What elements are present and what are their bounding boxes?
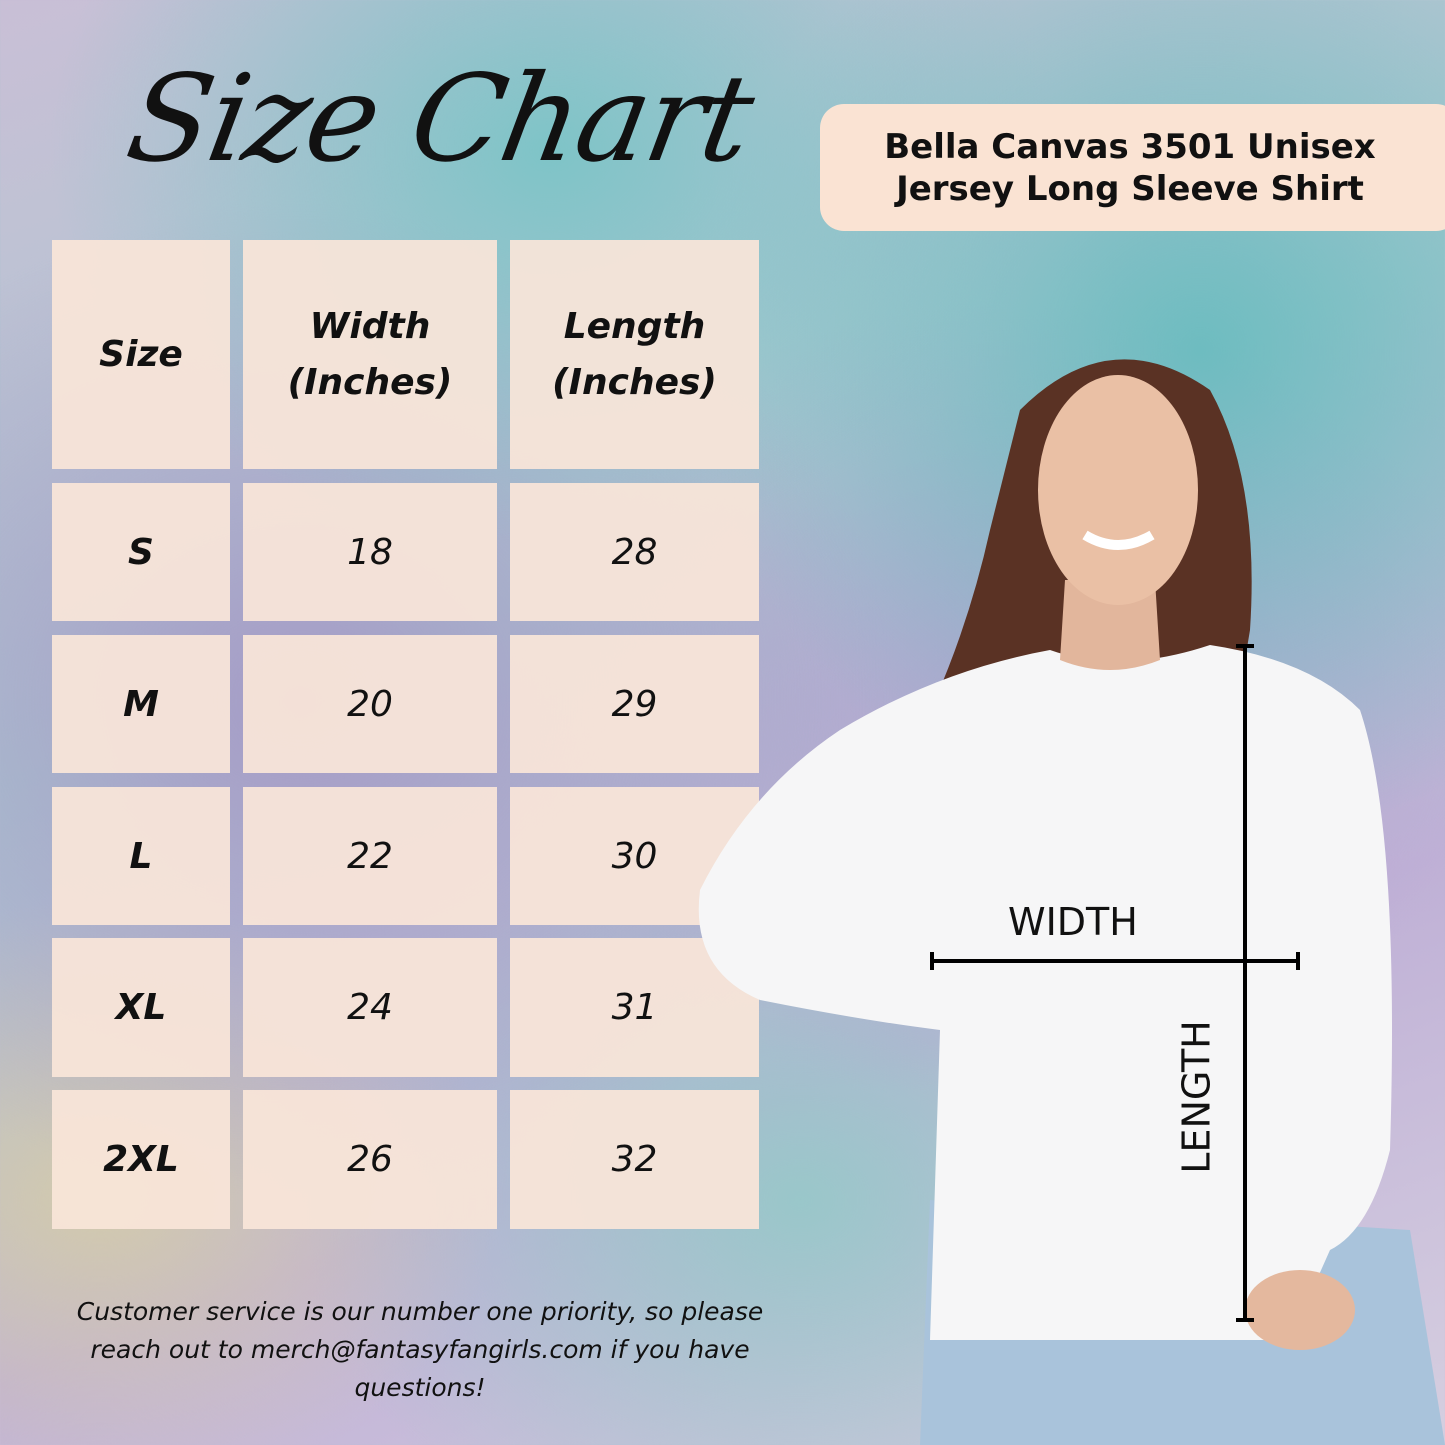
table-cell: 32 (510, 1090, 759, 1229)
table-cell: 26 (243, 1090, 497, 1229)
face (1038, 375, 1198, 605)
product-name-badge: Bella Canvas 3501 Unisex Jersey Long Sle… (820, 104, 1445, 231)
table-header-cell: Size (52, 240, 230, 469)
table-cell: L (52, 787, 230, 925)
customer-service-note: Customer service is our number one prior… (76, 1297, 764, 1402)
length-label: LENGTH (1174, 1020, 1219, 1174)
table-cell: 28 (510, 483, 759, 621)
table-cell: 20 (243, 635, 497, 773)
table-cell: S (52, 483, 230, 621)
table-cell: 2XL (52, 1090, 230, 1229)
table-cell: 22 (243, 787, 497, 925)
table-cell: M (52, 635, 230, 773)
table-cell: XL (52, 938, 230, 1077)
shirt (698, 645, 1392, 1340)
table-cell: 29 (510, 635, 759, 773)
width-label: WIDTH (1008, 900, 1138, 944)
table-cell: 18 (243, 483, 497, 621)
table-header-cell: Length (Inches) (510, 240, 759, 469)
table-cell: 31 (510, 938, 759, 1077)
neck (1060, 580, 1160, 670)
table-header-cell: Width (Inches) (243, 240, 497, 469)
table-cell: 24 (243, 938, 497, 1077)
model-photo (698, 359, 1445, 1445)
